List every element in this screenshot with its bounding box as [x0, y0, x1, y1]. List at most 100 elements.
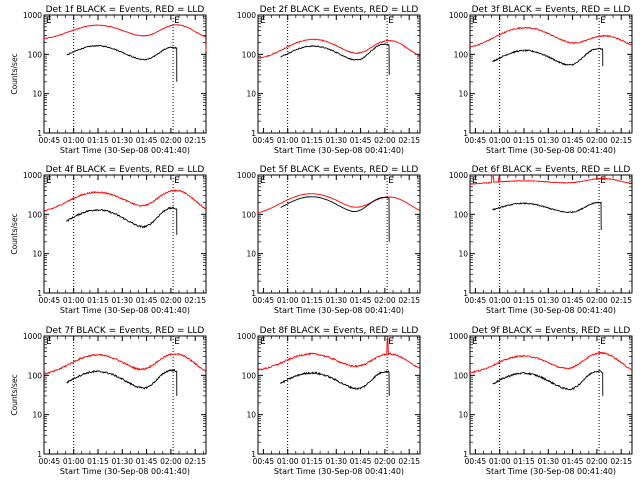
chart-panel-5: Det 5f BLACK = Events, RED = LLD 1 10 100 10…: [237, 165, 421, 315]
edge-marker-label: E: [388, 16, 394, 26]
y-tick-label: 1000: [449, 332, 468, 341]
series-lld-line: [43, 188, 206, 213]
x-axis-label: Start Time (30-Sep-08 00:41:40): [60, 306, 190, 315]
plot-frame: [257, 174, 421, 294]
x-tick-label: 01:45: [136, 296, 158, 305]
y-tick-label: 1: [251, 289, 256, 298]
y-tick-label: 100: [28, 210, 43, 219]
edge-marker-label: E: [46, 16, 52, 26]
series-events-line: [492, 200, 602, 231]
y-tick-label: 1: [37, 450, 42, 459]
x-tick-label: 01:45: [350, 296, 372, 305]
x-tick-label: 01:00: [489, 296, 511, 305]
y-tick-label: 100: [454, 210, 469, 219]
y-tick-label: 1: [251, 129, 256, 138]
chart-title: Det 9f BLACK = Events, RED = LLD: [472, 326, 631, 336]
x-tick-label: 01:00: [489, 457, 511, 466]
x-axis-label: Start Time (30-Sep-08 00:41:40): [274, 306, 404, 315]
x-tick-label: 00:45: [39, 296, 61, 305]
y-tick-label: 1000: [237, 332, 256, 341]
chart-title: Det 1f BLACK = Events, RED = LLD: [46, 5, 205, 15]
x-tick-label: 01:00: [63, 457, 85, 466]
chart-title: Det 8f BLACK = Events, RED = LLD: [260, 326, 419, 336]
x-tick-label: 01:45: [562, 457, 584, 466]
edge-marker-label: E: [174, 16, 180, 26]
y-tick-label: 100: [454, 371, 469, 380]
x-tick-label: 02:15: [184, 457, 206, 466]
y-axis-label: Counts/sec: [10, 53, 19, 94]
series-lld-line: [470, 174, 632, 185]
y-axis-label: Counts/sec: [10, 213, 19, 254]
x-tick-label: 01:30: [325, 136, 347, 145]
edge-marker-label: E: [472, 16, 478, 26]
edge-marker-label: E: [260, 16, 266, 26]
series-events-line: [66, 44, 178, 82]
edge-marker-label: E: [388, 337, 394, 347]
y-tick-label: 10: [32, 90, 42, 99]
y-tick-label: 1: [37, 289, 42, 298]
x-tick-label: 01:45: [562, 136, 584, 145]
x-tick-label: 01:30: [537, 296, 559, 305]
y-tick-label: 1000: [237, 11, 256, 20]
x-axis-label: Start Time (30-Sep-08 00:41:40): [60, 467, 190, 476]
x-tick-label: 01:30: [111, 457, 133, 466]
y-tick-label: 10: [458, 250, 468, 259]
x-tick-label: 02:00: [586, 457, 608, 466]
x-tick-label: 01:00: [277, 457, 299, 466]
y-tick-label: 10: [246, 250, 256, 259]
x-tick-label: 02:00: [586, 136, 608, 145]
series-events-line: [66, 206, 178, 235]
series-lld-line: [257, 337, 420, 371]
y-tick-label: 1: [463, 129, 468, 138]
series-events-line: [492, 47, 604, 67]
edge-marker-label: E: [388, 176, 394, 186]
chart-panel-6: Det 6f BLACK = Events, RED = LLD 1 10 100 10…: [449, 165, 633, 315]
x-tick-label: 02:15: [398, 296, 420, 305]
y-tick-label: 10: [246, 411, 256, 420]
plot-frame: [43, 174, 207, 294]
x-tick-label: 01:00: [277, 136, 299, 145]
x-tick-label: 01:30: [325, 457, 347, 466]
series-events-line: [66, 368, 178, 396]
edge-marker-label: E: [600, 16, 606, 26]
chart-title: Det 7f BLACK = Events, RED = LLD: [46, 326, 205, 336]
x-axis-label: Start Time (30-Sep-08 00:41:40): [486, 146, 616, 155]
plot-frame: [469, 335, 633, 455]
x-tick-label: 02:00: [374, 136, 396, 145]
y-tick-label: 100: [242, 50, 257, 59]
x-tick-label: 00:45: [465, 457, 487, 466]
chart-title: Det 3f BLACK = Events, RED = LLD: [472, 5, 631, 15]
y-tick-label: 100: [454, 50, 469, 59]
y-tick-label: 100: [242, 371, 257, 380]
y-tick-label: 10: [246, 90, 256, 99]
chart-panel-2: Det 2f BLACK = Events, RED = LLD 1 10 100 10…: [237, 5, 421, 155]
x-tick-label: 01:15: [301, 296, 323, 305]
series-events-line: [280, 42, 390, 75]
y-tick-label: 1000: [23, 332, 42, 341]
x-tick-label: 00:45: [39, 136, 61, 145]
x-tick-label: 00:45: [253, 136, 275, 145]
y-tick-label: 10: [32, 411, 42, 420]
chart-title: Det 5f BLACK = Events, RED = LLD: [260, 165, 419, 175]
y-tick-label: 1000: [449, 171, 468, 180]
x-tick-label: 02:15: [610, 457, 632, 466]
x-tick-label: 00:45: [253, 457, 275, 466]
x-tick-label: 01:45: [136, 136, 158, 145]
series-lld-line: [43, 24, 207, 52]
x-tick-label: 01:30: [537, 136, 559, 145]
x-axis-label: Start Time (30-Sep-08 00:41:40): [486, 467, 616, 476]
y-tick-label: 100: [28, 50, 43, 59]
x-tick-label: 01:00: [277, 296, 299, 305]
plot-frame: [469, 174, 633, 294]
chart-panel-9: Det 9f BLACK = Events, RED = LLD 1 10 100 10…: [449, 326, 633, 476]
x-tick-label: 01:15: [513, 457, 535, 466]
edge-marker-label: E: [174, 337, 180, 347]
plot-frame: [43, 335, 207, 455]
x-tick-label: 02:00: [160, 296, 182, 305]
x-tick-label: 01:15: [87, 136, 109, 145]
y-tick-label: 100: [28, 371, 43, 380]
y-tick-label: 10: [32, 250, 42, 259]
x-tick-label: 02:00: [374, 296, 396, 305]
plot-frame: [257, 14, 421, 134]
